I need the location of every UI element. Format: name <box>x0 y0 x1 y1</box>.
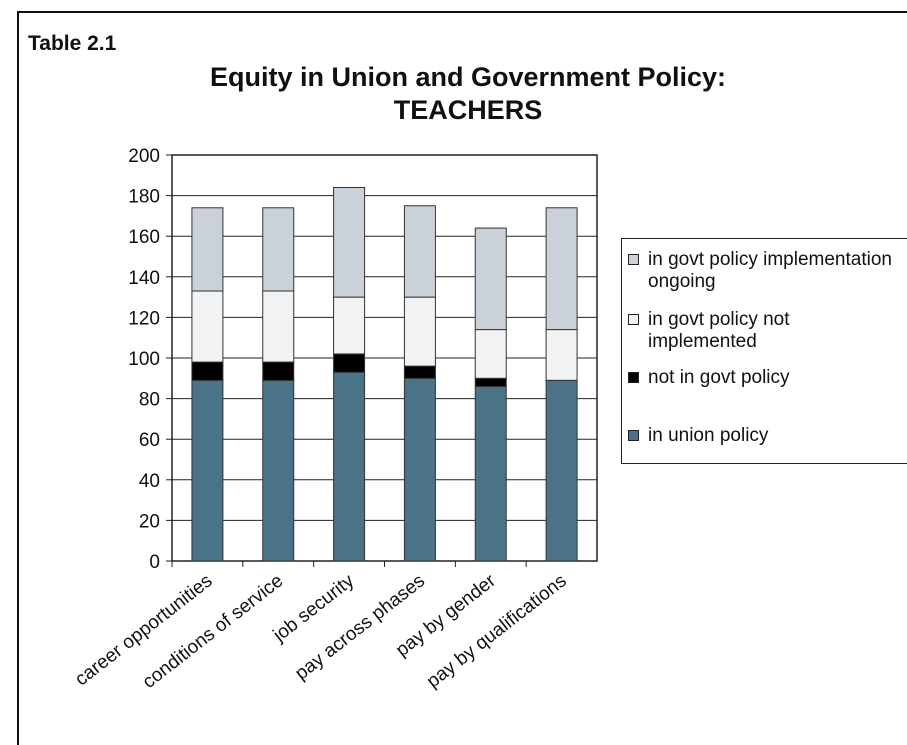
bar-segment <box>474 377 507 387</box>
bar-segment <box>262 207 295 292</box>
legend: in govt policy implementation ongoing in … <box>621 238 907 464</box>
y-tick-label: 140 <box>128 268 160 289</box>
legend-swatch <box>628 254 639 265</box>
legend-swatch <box>628 430 639 441</box>
y-tick-label: 180 <box>128 187 160 208</box>
bar-segment <box>545 207 578 331</box>
legend-label: in govt policy implementation ongoing <box>648 249 892 292</box>
bar-segment <box>403 377 436 562</box>
y-tick-label: 200 <box>128 146 160 167</box>
bar-segment <box>403 365 436 379</box>
legend-item: in govt policy implementation ongoing <box>628 249 898 293</box>
x-tick-label: pay across phases <box>291 570 429 684</box>
bar-segment <box>474 385 507 562</box>
bar-segment <box>333 371 366 562</box>
bar-segment <box>333 296 366 355</box>
legend-swatch <box>628 372 639 383</box>
bar-segment <box>333 186 366 298</box>
y-tick-label: 120 <box>128 308 160 329</box>
y-tick-label: 0 <box>149 552 160 573</box>
legend-item: in govt policy not implemented <box>628 309 898 353</box>
y-tick-label: 160 <box>128 227 160 248</box>
bar-segment <box>403 296 436 367</box>
bar-segment <box>191 379 224 562</box>
chart-title: Equity in Union and Government Policy: <box>210 62 726 92</box>
bar-segment <box>262 361 295 381</box>
legend-item: in union policy <box>628 425 898 447</box>
y-tick-label: 100 <box>128 349 160 370</box>
bar-segment <box>333 353 366 373</box>
bar-segment <box>474 329 507 379</box>
frame <box>17 11 907 745</box>
bar-segment <box>545 329 578 381</box>
bar-segment <box>191 290 224 363</box>
legend-label: not in govt policy <box>648 367 790 388</box>
legend-label: in union policy <box>648 425 769 446</box>
bar-segment <box>191 207 224 292</box>
y-tick-label: 80 <box>139 390 160 411</box>
bar-segment <box>191 361 224 381</box>
y-tick-label: 20 <box>139 511 160 532</box>
bar-segment <box>403 205 436 298</box>
bar-segment <box>545 379 578 562</box>
table-label: Table 2.1 <box>28 32 117 55</box>
legend-swatch <box>628 314 639 325</box>
y-tick-label: 40 <box>139 471 160 492</box>
y-tick-label: 60 <box>139 430 160 451</box>
chart-subtitle: TEACHERS <box>394 95 543 125</box>
bar-segment <box>474 227 507 331</box>
legend-item: not in govt policy <box>628 367 898 389</box>
bar-segment <box>262 379 295 562</box>
bar-segment <box>262 290 295 363</box>
legend-label: in govt policy not implemented <box>648 309 790 352</box>
